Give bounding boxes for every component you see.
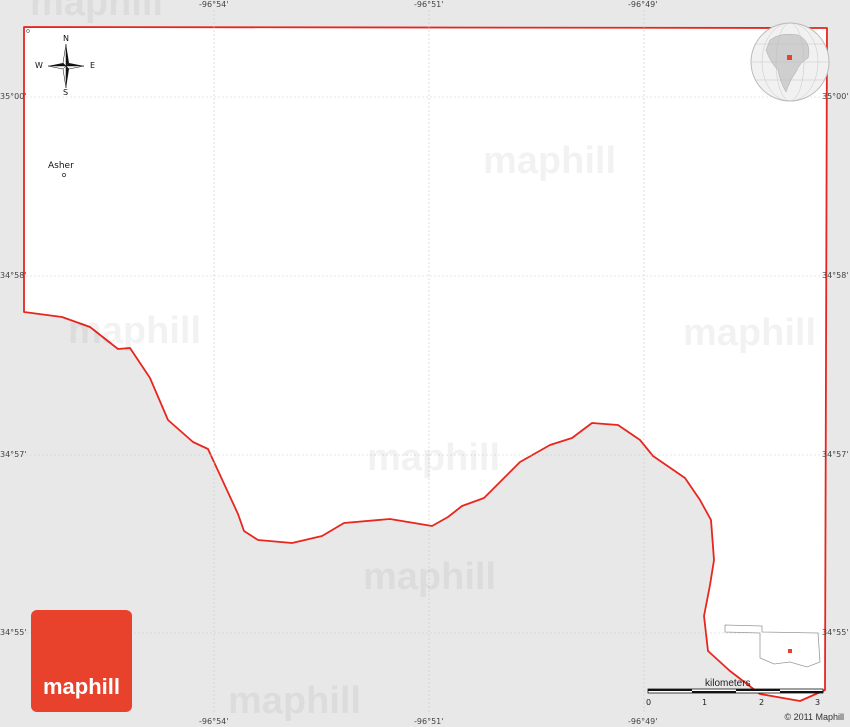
maphill-logo[interactable]: maphill [31,610,132,712]
right-coord-label: 34°58' [822,271,849,280]
left-coord-label: 34°57' [0,450,27,459]
watermark: maphill [228,680,362,722]
scale-tick: 0 [646,698,652,707]
scale-bar [647,688,824,694]
compass-rose-icon [47,43,85,89]
scale-tick: 1 [702,698,708,707]
state-locator-icon [724,624,821,668]
scale-tick: 3 [815,698,821,707]
bottom-coord-label: -96°49' [628,717,658,726]
scale-title: kilometers [705,678,751,689]
compass-north: N [63,34,69,43]
place-label[interactable]: Asher [48,161,74,171]
compass-east: E [90,61,96,70]
copyright: © 2011 Maphill [784,712,845,722]
bottom-coord-label: -96°51' [414,717,444,726]
top-coord-label: -96°49' [628,0,658,9]
watermark: maphill [483,140,617,182]
right-coord-label: 34°57' [822,450,849,459]
scale-tick: 2 [759,698,765,707]
right-coord-label: 34°55' [822,628,849,637]
county-region [23,26,828,702]
watermark: maphill [683,312,817,354]
watermark: maphill [30,0,164,24]
right-coord-label: 35°00' [822,92,849,101]
left-coord-label: 34°58' [0,271,27,280]
bottom-coord-label: -96°54' [199,717,229,726]
left-coord-label: 35°00' [0,92,27,101]
watermark: maphill [68,310,202,352]
globe-icon [750,22,830,102]
left-coord-label: 34°55' [0,628,27,637]
top-coord-label: -96°54' [199,0,229,9]
graticule [10,10,840,714]
compass-west: W [35,61,43,70]
compass-south: S [63,88,69,97]
watermark: maphill [363,556,497,598]
place-marker [62,173,66,177]
watermark: maphill [367,437,501,479]
top-coord-label: -96°51' [414,0,444,9]
logo-text: maphill [42,674,120,699]
